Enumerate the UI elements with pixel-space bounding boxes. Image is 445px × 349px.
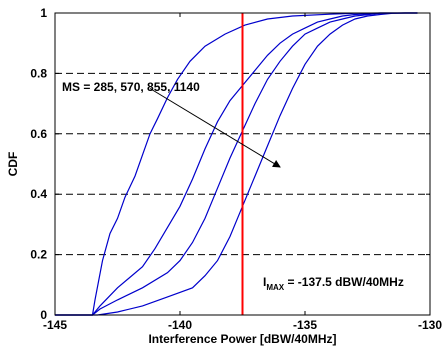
axis-ticks: -145 -140 -135 -130 0 0.2 0.4 0.6 0.8 1 — [30, 6, 442, 332]
y-tick-label-0: 0 — [40, 308, 47, 322]
ms-arrow — [149, 88, 281, 168]
x-axis-label: Interference Power [dBW/40MHz] — [148, 332, 336, 346]
y-tick-label-1: 0.2 — [30, 248, 47, 262]
cdf-series-2 — [55, 12, 418, 316]
x-tick-label-2: -135 — [293, 318, 317, 332]
cdf-series-3 — [55, 12, 418, 316]
cdf-series-1 — [55, 12, 418, 316]
imax-rest: = -137.5 dBW/40MHz — [284, 275, 404, 289]
imax-annotation: IMAX = -137.5 dBW/40MHz — [263, 275, 404, 292]
imax-prefix: I — [263, 275, 266, 289]
x-tick-label-0: -145 — [43, 318, 67, 332]
y-axis-label: CDF — [6, 152, 20, 177]
cdf-series-4 — [55, 12, 418, 316]
imax-subscript: MAX — [266, 283, 284, 292]
y-tick-label-2: 0.4 — [30, 187, 47, 201]
plot-frame — [54, 12, 431, 316]
annotations: MS = 285, 570, 855, 1140 IMAX = -137.5 d… — [62, 80, 404, 292]
x-tick-label-1: -140 — [168, 318, 192, 332]
cdf-series — [55, 12, 418, 316]
y-tick-label-3: 0.6 — [30, 127, 47, 141]
x-tick-label-3: -130 — [418, 318, 442, 332]
ms-annotation: MS = 285, 570, 855, 1140 — [62, 80, 200, 94]
y-tick-label-4: 0.8 — [30, 66, 47, 80]
y-tick-label-5: 1 — [40, 6, 47, 20]
